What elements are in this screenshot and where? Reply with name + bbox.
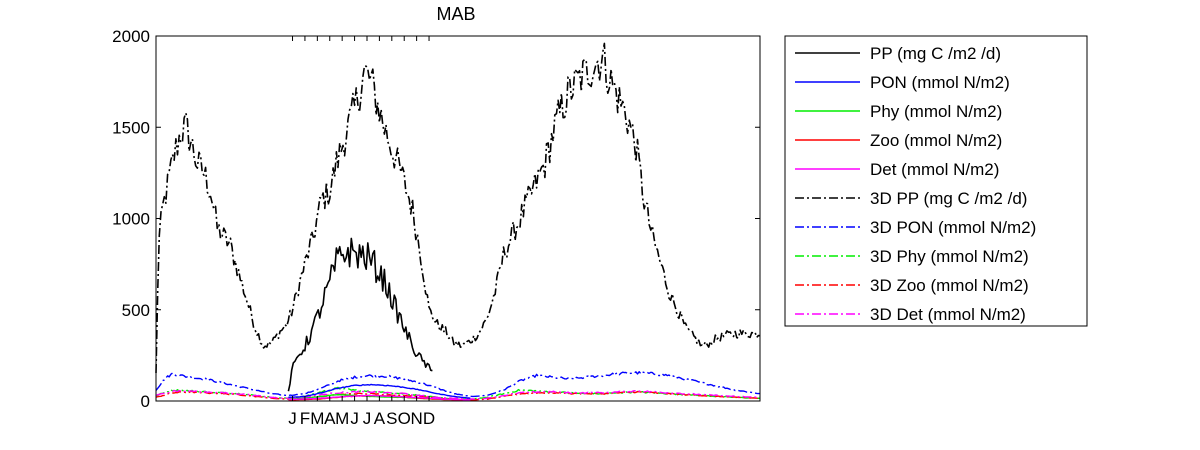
legend: PP (mg C /m2 /d) PON (mmol N/m2) Phy (mmol… <box>784 35 1088 327</box>
y-tick-label: 1500 <box>112 118 150 137</box>
legend-label: 3D PON (mmol N/m2) <box>870 218 1036 237</box>
month-label: F <box>300 409 310 428</box>
series-line <box>287 237 433 392</box>
series-line <box>288 383 471 399</box>
month-label: J <box>288 409 297 428</box>
legend-label: 3D Det (mmol N/m2) <box>870 305 1026 324</box>
month-label: J <box>350 409 359 428</box>
y-axis: 0 500 1000 1500 2000 <box>112 27 760 411</box>
y-tick-label: 2000 <box>112 27 150 46</box>
month-label: O <box>398 409 411 428</box>
legend-label: 3D PP (mg C /m2 /d) <box>870 189 1027 208</box>
month-label: A <box>374 409 386 428</box>
y-tick-label: 500 <box>122 301 150 320</box>
legend-label: Det (mmol N/m2) <box>870 160 999 179</box>
legend-label: Zoo (mmol N/m2) <box>870 131 1002 150</box>
y-tick-label: 0 <box>141 392 150 411</box>
series-line <box>155 42 761 374</box>
month-label: N <box>410 409 422 428</box>
legend-box <box>784 35 1088 327</box>
legend-label: PON (mmol N/m2) <box>870 73 1010 92</box>
month-label: D <box>423 409 435 428</box>
y-tick-label: 1000 <box>112 210 150 229</box>
legend-label: 3D Phy (mmol N/m2) <box>870 247 1029 266</box>
legend-label: 3D Zoo (mmol N/m2) <box>870 276 1029 295</box>
series-line <box>155 389 761 400</box>
month-label: J <box>363 409 372 428</box>
chart-title: MAB <box>436 4 475 24</box>
month-label: A <box>324 409 336 428</box>
month-label: M <box>335 409 349 428</box>
series-line <box>155 371 760 398</box>
month-label: M <box>310 409 324 428</box>
legend-label: PP (mg C /m2 /d) <box>870 44 1001 63</box>
legend-label: Phy (mmol N/m2) <box>870 102 1002 121</box>
month-label: S <box>386 409 397 428</box>
